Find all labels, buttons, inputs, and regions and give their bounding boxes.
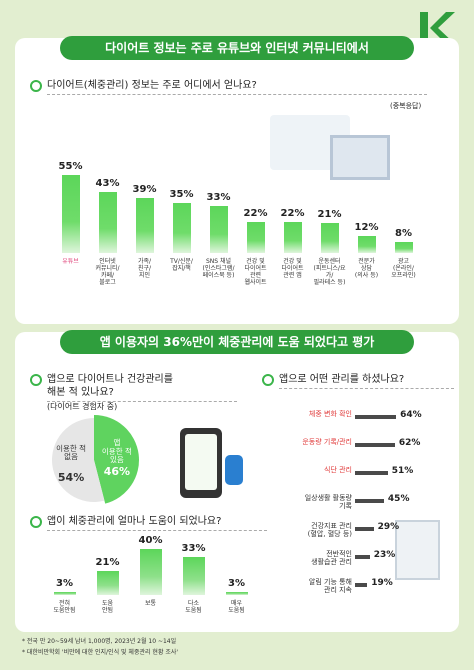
bar [320,223,339,253]
category-label: 전반적인 생활습관 관리 [311,550,352,566]
bar [355,499,384,503]
value-label: 64% [400,410,422,420]
category-label: SNS 채널 (인스타그램/ 페이스북 등) [202,258,235,279]
bar [355,443,395,447]
value-label: 43% [95,178,120,190]
value-label: 22% [243,207,268,219]
bar [135,197,154,253]
value-label: 23% [373,550,396,560]
bar [283,221,302,253]
value-label: 33% [206,192,231,204]
value-label: 39% [132,183,157,195]
question: 앱으로 다이어트나 건강관리를 해본 적 있나요? [47,373,237,402]
pie-slice [51,418,105,502]
category-label: 건강 및 다이어트 관련 앱 [281,258,304,279]
bar [355,415,397,419]
search-icon [262,374,274,386]
phone-screen [185,434,217,490]
value-label: 21% [95,556,120,568]
value-label: 12% [354,222,379,233]
category-label: 매우 도움됨 [228,600,245,614]
value-label: 29% [377,522,400,532]
question: 앱이 체중관리에 얼마나 도움이 되었나요? [47,515,267,531]
logo [420,12,455,44]
slice-label: 이용한 적 없음 [56,443,87,462]
bar [246,221,265,253]
category-label: 도움 안됨 [101,600,114,614]
question: 다이어트(체중관리) 정보는 주로 어디에서 얻나요? [47,79,427,95]
bar [53,591,76,595]
category-label: 전혀 도움안됨 [53,600,76,614]
bar [98,192,117,253]
category-label: 유튜브 [62,258,79,265]
value-label: 22% [280,207,305,219]
bar [355,583,368,587]
value-label: 40% [138,534,163,546]
question: 앱으로 어떤 관리를 하셨나요? [279,373,454,389]
category-label: 운동센터 (피트니스/요가/ 필라테스 등) [313,258,346,286]
value-label: 35% [169,189,194,201]
category-label: 알림 기능 통해 관리 지속 [308,578,352,594]
subtitle: (다이어트 경험자 중) [47,402,118,411]
banner: 다이어트 정보는 주로 유튜브와 인터넷 커뮤니티에서 [60,36,414,60]
value-label: 62% [398,438,421,448]
category-label: 다소 도움됨 [185,600,202,614]
search-icon [30,80,42,92]
bar [61,175,80,253]
category-label: 건강지표 관리 (혈압, 혈당 등) [307,522,352,538]
bar [355,527,374,531]
banner: 앱 이용자의 36%만이 체중관리에 도움 되었다고 평가 [60,330,414,354]
search-icon [30,516,42,528]
category-label: 체중 변화 확인 [308,410,352,418]
value-label: 3% [228,577,245,589]
footnote: * 전국 만 20~59세 남녀 1,000명, 2023년 2월 10 ~14… [22,638,177,645]
category-label: 건강 및 다이어트 관련 웹사이트 [244,258,267,286]
note: (중복응답) [390,102,422,110]
bar [172,203,191,253]
value-label: 33% [181,542,206,554]
footnote: * 대한비만학회 '비만에 대한 인지/인식 및 체중관리 현황 조사' [22,649,179,656]
slice-label: 앱 이용한 적 있음 [101,438,132,465]
category-label: 광고 (온라인/ 오프라인) [391,258,416,279]
bar [209,206,228,253]
band-illustration [225,455,243,485]
slice-value: 54% [57,470,85,484]
category-label: 인터넷 커뮤니티/ 카페/ 블로그 [95,258,120,286]
pie-slice [94,415,139,504]
value-label: 21% [317,209,342,221]
bar [394,241,413,253]
category-label: 보통 [144,600,157,607]
value-label: 55% [58,161,83,173]
bar [225,591,248,595]
card-1 [15,38,459,324]
bar [355,555,370,559]
illustration [330,135,390,180]
category-label: 운동량 기록/관리 [302,438,352,446]
clipboard-illustration [395,520,440,580]
bar [139,548,162,595]
category-label: TV/신문/ 잡지/책 [170,258,193,272]
value-label: 51% [391,466,414,476]
bar [355,471,388,475]
slice-value: 46% [103,465,131,479]
search-icon [30,374,42,386]
bar [357,236,376,253]
value-label: 45% [387,494,410,504]
bar [182,556,205,595]
value-label: 8% [395,227,412,239]
category-label: 일상생활 활동량 기록 [304,494,352,510]
value-label: 19% [371,578,393,588]
category-label: 식단 관리 [324,466,352,474]
category-label: 전문가 상담 (의사 등) [354,258,379,279]
category-label: 가족/ 친구/ 지인 [137,258,152,279]
bar [96,570,119,595]
value-label: 3% [56,577,73,589]
